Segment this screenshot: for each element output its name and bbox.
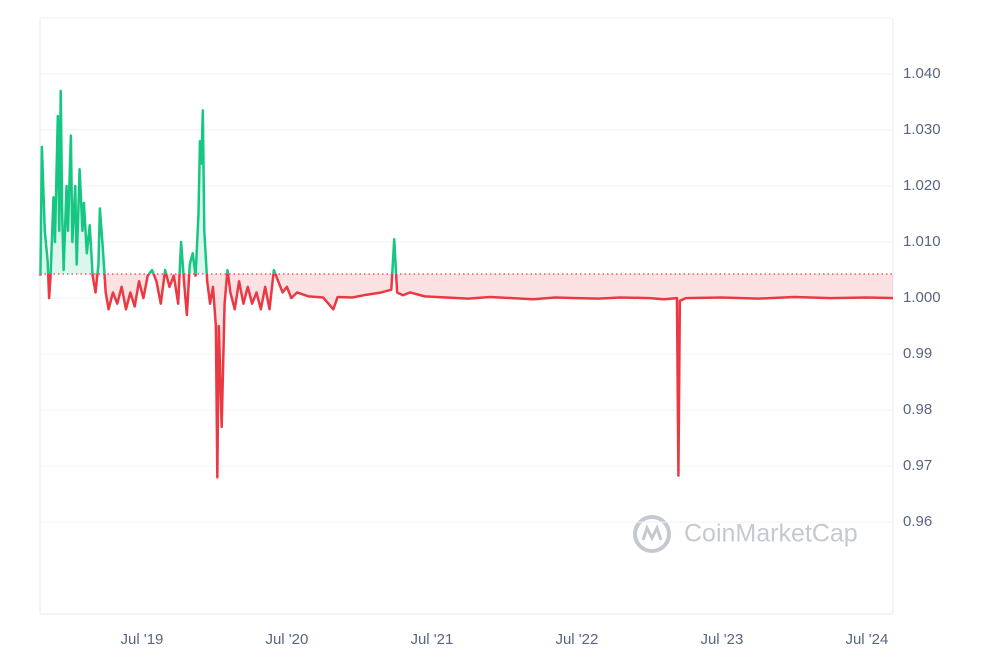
- y-tick-label: 1.010: [903, 233, 941, 250]
- watermark: CoinMarketCap: [684, 520, 858, 548]
- x-tick-label: Jul '22: [555, 631, 598, 648]
- x-tick-label: Jul '21: [410, 631, 453, 648]
- y-tick-label: 0.96: [903, 513, 932, 530]
- watermark-logo: [633, 515, 671, 553]
- x-tick-label: Jul '23: [700, 631, 743, 648]
- y-tick-label: 1.040: [903, 65, 941, 82]
- y-tick-label: 1.000: [903, 289, 941, 306]
- x-tick-label: Jul '24: [845, 631, 888, 648]
- y-tick-label: 1.020: [903, 177, 941, 194]
- x-tick-label: Jul '19: [120, 631, 163, 648]
- price-line: [39, 89, 894, 479]
- y-tick-label: 0.99: [903, 345, 932, 362]
- y-tick-label: 0.98: [903, 401, 932, 418]
- y-tick-label: 1.030: [903, 121, 941, 138]
- y-tick-label: 0.97: [903, 457, 932, 474]
- x-tick-label: Jul '20: [265, 631, 308, 648]
- area: [40, 90, 894, 478]
